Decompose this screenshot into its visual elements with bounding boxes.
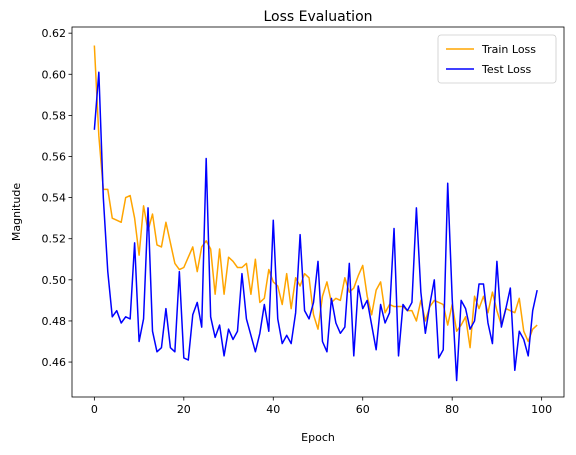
x-tick-label: 20 [177,403,191,416]
legend: Train Loss Test Loss [437,34,557,84]
y-tick-label: 0.54 [42,192,67,205]
series-line-test-loss [93,71,538,382]
plot-lines [93,45,538,382]
x-tick-label: 60 [356,403,370,416]
y-tick-label: 0.46 [42,356,67,369]
x-tick-label: 100 [531,403,552,416]
series-line-train-loss [93,45,538,349]
y-tick-label: 0.62 [42,27,67,40]
axes [71,26,565,398]
y-tick-label: 0.58 [42,109,67,122]
legend-label-test-loss: Test Loss [481,63,532,76]
plot-frame [71,26,565,398]
y-tick-label: 0.60 [42,68,67,81]
ticks: 0 20 40 60 80 100 0.46 0.48 0.50 0.52 0.54 0.56 0.58… [42,27,553,416]
y-tick-label: 0.48 [42,315,67,328]
y-tick-label: 0.50 [42,274,67,287]
chart-title: Loss Evaluation [263,9,372,25]
x-tick-label: 80 [445,403,459,416]
y-tick-label: 0.56 [42,151,67,164]
x-tick-label: 0 [91,403,98,416]
legend-box [437,34,557,84]
y-axis-label: Magnitude [10,183,23,242]
legend-label-train-loss: Train Loss [481,43,536,56]
y-tick-label: 0.52 [42,233,67,246]
x-tick-label: 40 [266,403,280,416]
x-axis-label: Epoch [301,431,335,444]
